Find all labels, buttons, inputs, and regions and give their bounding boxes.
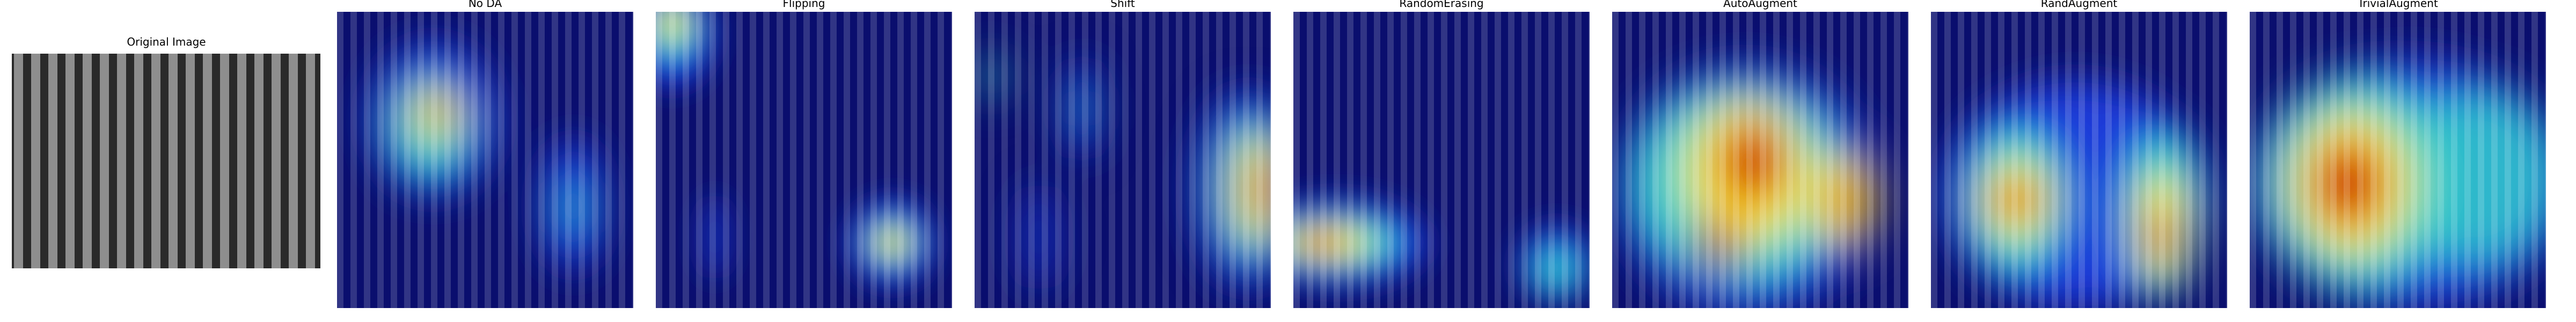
heatmap-flipping	[656, 12, 952, 308]
panel-shift: Shift	[975, 0, 1271, 322]
panel-title: AutoAugment	[1612, 0, 1908, 10]
original-image-svg	[12, 54, 320, 268]
panel-flipping: Flipping	[656, 0, 952, 322]
heatmap-svg	[975, 12, 1271, 308]
heatmap-trivialaugment	[2250, 12, 2546, 308]
heatmap-randaugment	[1931, 12, 2227, 308]
heatmap-svg	[1293, 12, 1590, 308]
heatmap-no-da	[337, 12, 633, 308]
panel-randaugment: RandAugment	[1931, 0, 2227, 322]
heatmap-svg	[656, 12, 952, 308]
panel-original-image: Original Image	[0, 0, 333, 322]
panel-trivialaugment: TrivialAugment	[2250, 0, 2546, 322]
panel-title: Flipping	[656, 0, 952, 10]
heatmap-svg	[1612, 12, 1908, 308]
heatmap-random-erasing	[1293, 12, 1590, 308]
panel-title: RandAugment	[1931, 0, 2227, 10]
original-image	[12, 54, 320, 268]
panel-no-da: No DA	[337, 0, 633, 322]
heatmap-svg	[2250, 12, 2546, 308]
panel-title: Original Image	[0, 35, 333, 48]
panel-title: No DA	[337, 0, 633, 10]
panel-title: TrivialAugment	[2250, 0, 2546, 10]
panel-random-erasing: RandomErasing	[1293, 0, 1590, 322]
heatmap-svg	[337, 12, 633, 308]
heatmap-shift	[975, 12, 1271, 308]
panel-autoaugment: AutoAugment	[1612, 0, 1908, 322]
heatmap-svg	[1931, 12, 2227, 308]
panel-title: Shift	[975, 0, 1271, 10]
heatmap-autoaugment	[1612, 12, 1908, 308]
panel-title: RandomErasing	[1293, 0, 1590, 10]
